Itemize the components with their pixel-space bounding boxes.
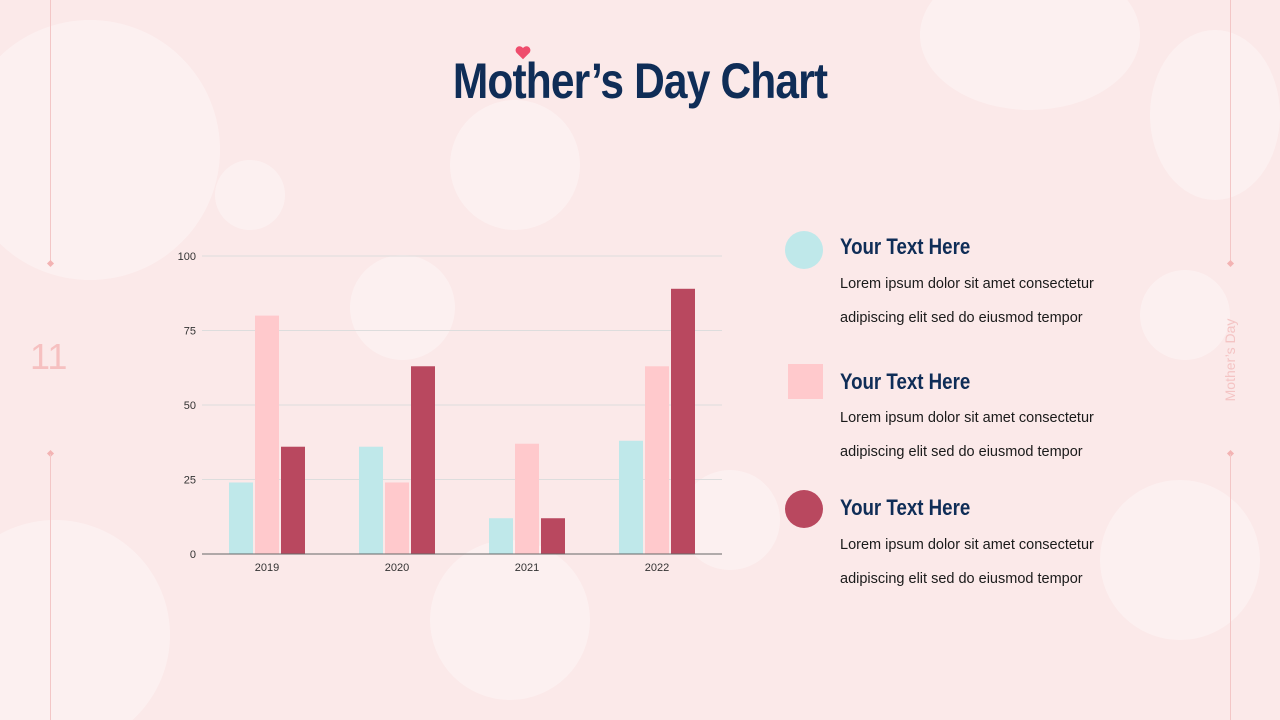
- bar-2022-series-1: [619, 440, 643, 554]
- bokeh-circle: [430, 540, 590, 700]
- bokeh-circle: [0, 520, 170, 720]
- bokeh-circle: [0, 20, 220, 280]
- bar-2019-series-3: [281, 446, 305, 554]
- y-tick-label: 0: [190, 549, 196, 561]
- x-tick-label: 2021: [515, 562, 539, 574]
- bar-2022-series-2: [645, 366, 669, 554]
- page-title: Mother’s Day Chart: [452, 53, 828, 109]
- y-tick-label: 100: [178, 251, 196, 263]
- y-tick-label: 50: [184, 400, 196, 412]
- legend-swatch-circle: [785, 231, 823, 269]
- legend-heading: Your Text Here: [840, 495, 971, 520]
- bar-2019-series-1: [229, 482, 253, 554]
- bokeh-circle: [1150, 30, 1280, 200]
- side-label: Mother’s Day: [1222, 318, 1238, 402]
- bar-2022-series-3: [671, 288, 695, 554]
- bar-2020-series-2: [385, 482, 409, 554]
- legend-heading: Your Text Here: [840, 234, 971, 259]
- bokeh-circle: [1140, 270, 1230, 360]
- bokeh-circle: [450, 100, 580, 230]
- right-rule-top-diamond: [1226, 259, 1235, 268]
- x-tick-label: 2020: [385, 562, 409, 574]
- left-rule-top: [50, 0, 51, 262]
- bar-2019-series-2: [255, 315, 279, 554]
- chart-labels: 0 25 50 75 100 2019 2020 2021 2022: [178, 251, 722, 574]
- chart-grid: [202, 255, 722, 555]
- bar-chart: 0 25 50 75 100 2019 2020 2021 2022: [178, 251, 722, 574]
- legend-heading: Your Text Here: [840, 369, 971, 394]
- x-tick-label: 2019: [255, 562, 279, 574]
- y-tick-label: 75: [184, 326, 196, 338]
- bokeh-circle: [215, 160, 285, 230]
- bokeh-circle: [350, 255, 455, 360]
- bokeh-circle: [1100, 480, 1260, 640]
- left-rule-bottom: [50, 454, 51, 720]
- right-rule-top: [1230, 0, 1231, 262]
- legend-body: Lorem ipsum dolor sit amet consectetur a…: [840, 276, 1094, 326]
- bar-2021-series-1: [489, 518, 513, 554]
- bar-2021-series-2: [515, 443, 539, 554]
- bar-2020-series-1: [359, 446, 383, 554]
- heart-icon: [515, 46, 531, 60]
- y-tick-label: 25: [184, 475, 196, 487]
- slide-number: 11: [30, 336, 68, 377]
- bar-2021-series-3: [541, 518, 565, 554]
- right-rule-bottom: [1230, 454, 1231, 720]
- chart-bars: [229, 288, 695, 554]
- legend-body: Lorem ipsum dolor sit amet consectetur a…: [840, 410, 1094, 460]
- bar-2020-series-3: [411, 366, 435, 554]
- legend-swatch-square: [788, 364, 823, 399]
- x-tick-label: 2022: [645, 562, 669, 574]
- legend-swatch-circle: [785, 490, 823, 528]
- legend-body: Lorem ipsum dolor sit amet consectetur a…: [840, 537, 1094, 587]
- bokeh-circle: [680, 470, 780, 570]
